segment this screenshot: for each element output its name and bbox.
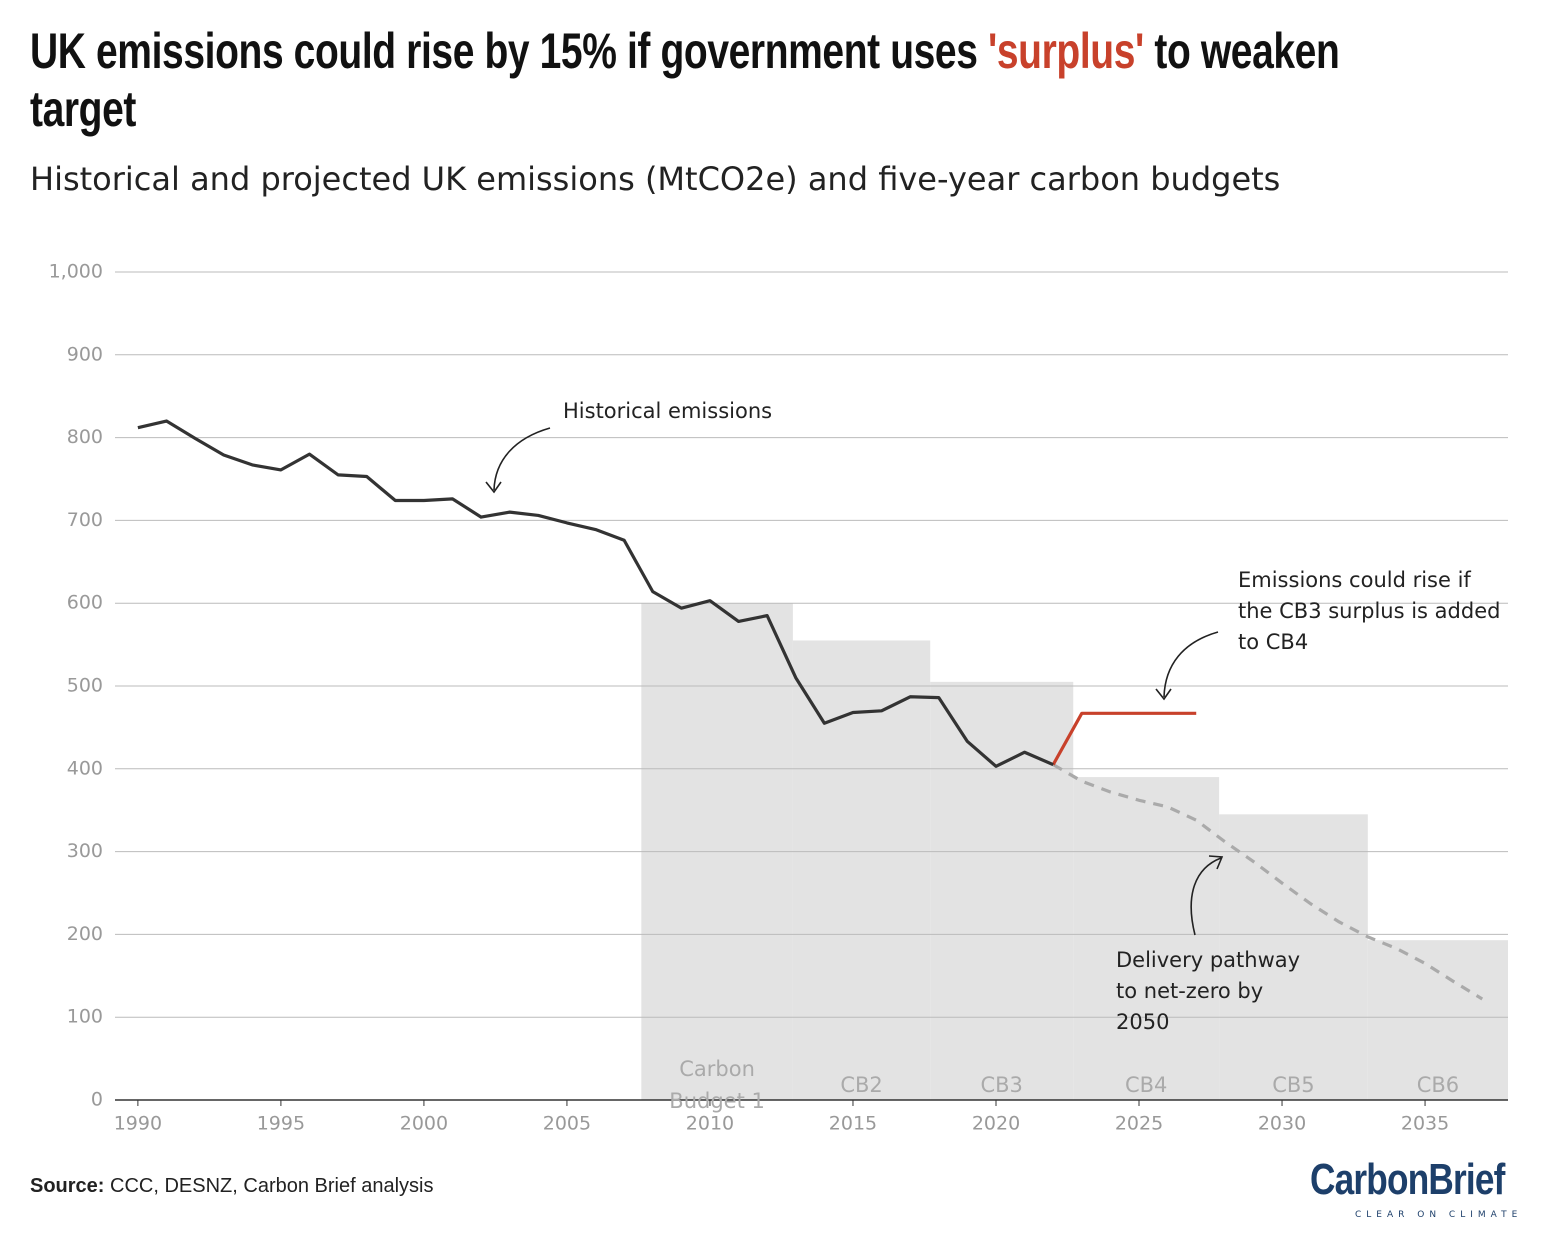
budget-label: Carbon Budget 1 [669,1057,765,1113]
logo-tagline: CLEAR ON CLIMATE [1355,1210,1523,1220]
x-tick-label: 2005 [543,1113,591,1135]
x-tick-label: 2010 [686,1113,734,1135]
arrow-head [1155,688,1172,701]
y-tick-label: 500 [67,675,103,697]
y-tick-label: 300 [67,840,103,862]
annotation: Emissions could rise if the CB3 surplus … [1238,568,1501,654]
budget-label: CB5 [1272,1073,1315,1097]
y-tick-label: 100 [67,1006,103,1028]
source: Source: CCC, DESNZ, Carbon Brief analysi… [30,1175,433,1198]
arrow-head [1208,855,1224,870]
annotation: Historical emissions [563,399,773,423]
series-line [1051,711,1197,766]
budget-label: CB2 [840,1073,883,1097]
lines [137,419,1484,1001]
arrow [1190,857,1222,936]
title-highlight: 'surplus' [987,23,1144,79]
budget-bar [930,681,1074,1100]
x-tick-label: 2020 [972,1113,1020,1135]
logo: CarbonBrief [1310,1155,1505,1204]
x-tick-label: 2030 [1258,1113,1306,1135]
series-line [137,419,1054,768]
annotation: Delivery pathway to net-zero by 2050 [1116,948,1301,1034]
y-tick-label: 900 [67,343,103,365]
arrow-head [485,481,502,494]
x-tick-label: 1990 [114,1113,162,1135]
x-tick-label: 2015 [829,1113,877,1135]
subtitle: Historical and projected UK emissions (M… [30,160,1281,198]
budget-bar [792,640,931,1100]
chart-title: UK emissions could rise by 15% if govern… [30,22,1356,138]
title-part: to weaken target [30,23,1340,137]
arrows [485,427,1224,936]
x-tick-label: 2000 [400,1113,448,1135]
y-tick-label: 800 [67,426,103,448]
arrow [493,427,551,491]
y-tick-label: 1,000 [49,261,103,283]
source-label: Source: [30,1175,105,1197]
y-tick-label: 0 [91,1089,103,1111]
budget-bar [1073,777,1220,1100]
title-part: UK emissions could rise by 15% if govern… [30,23,978,79]
budget-label: CB3 [980,1073,1023,1097]
x-tick-label: 2025 [1115,1113,1163,1135]
series-line [1052,763,1484,1001]
budget-bar [1367,940,1508,1100]
y-tick-label: 700 [67,509,103,531]
arrow [1163,631,1219,698]
budget-label: CB4 [1124,1073,1168,1097]
budget-label: CB6 [1416,1073,1460,1097]
y-tick-label: 600 [67,592,103,614]
source-text: CCC, DESNZ, Carbon Brief analysis [110,1175,434,1197]
x-tick-label: 1995 [257,1113,305,1135]
y-tick-label: 200 [67,923,103,945]
budget-bar [1219,814,1368,1100]
grid [115,271,1508,1106]
x-tick-label: 2035 [1401,1113,1449,1135]
y-tick-label: 400 [67,757,103,779]
